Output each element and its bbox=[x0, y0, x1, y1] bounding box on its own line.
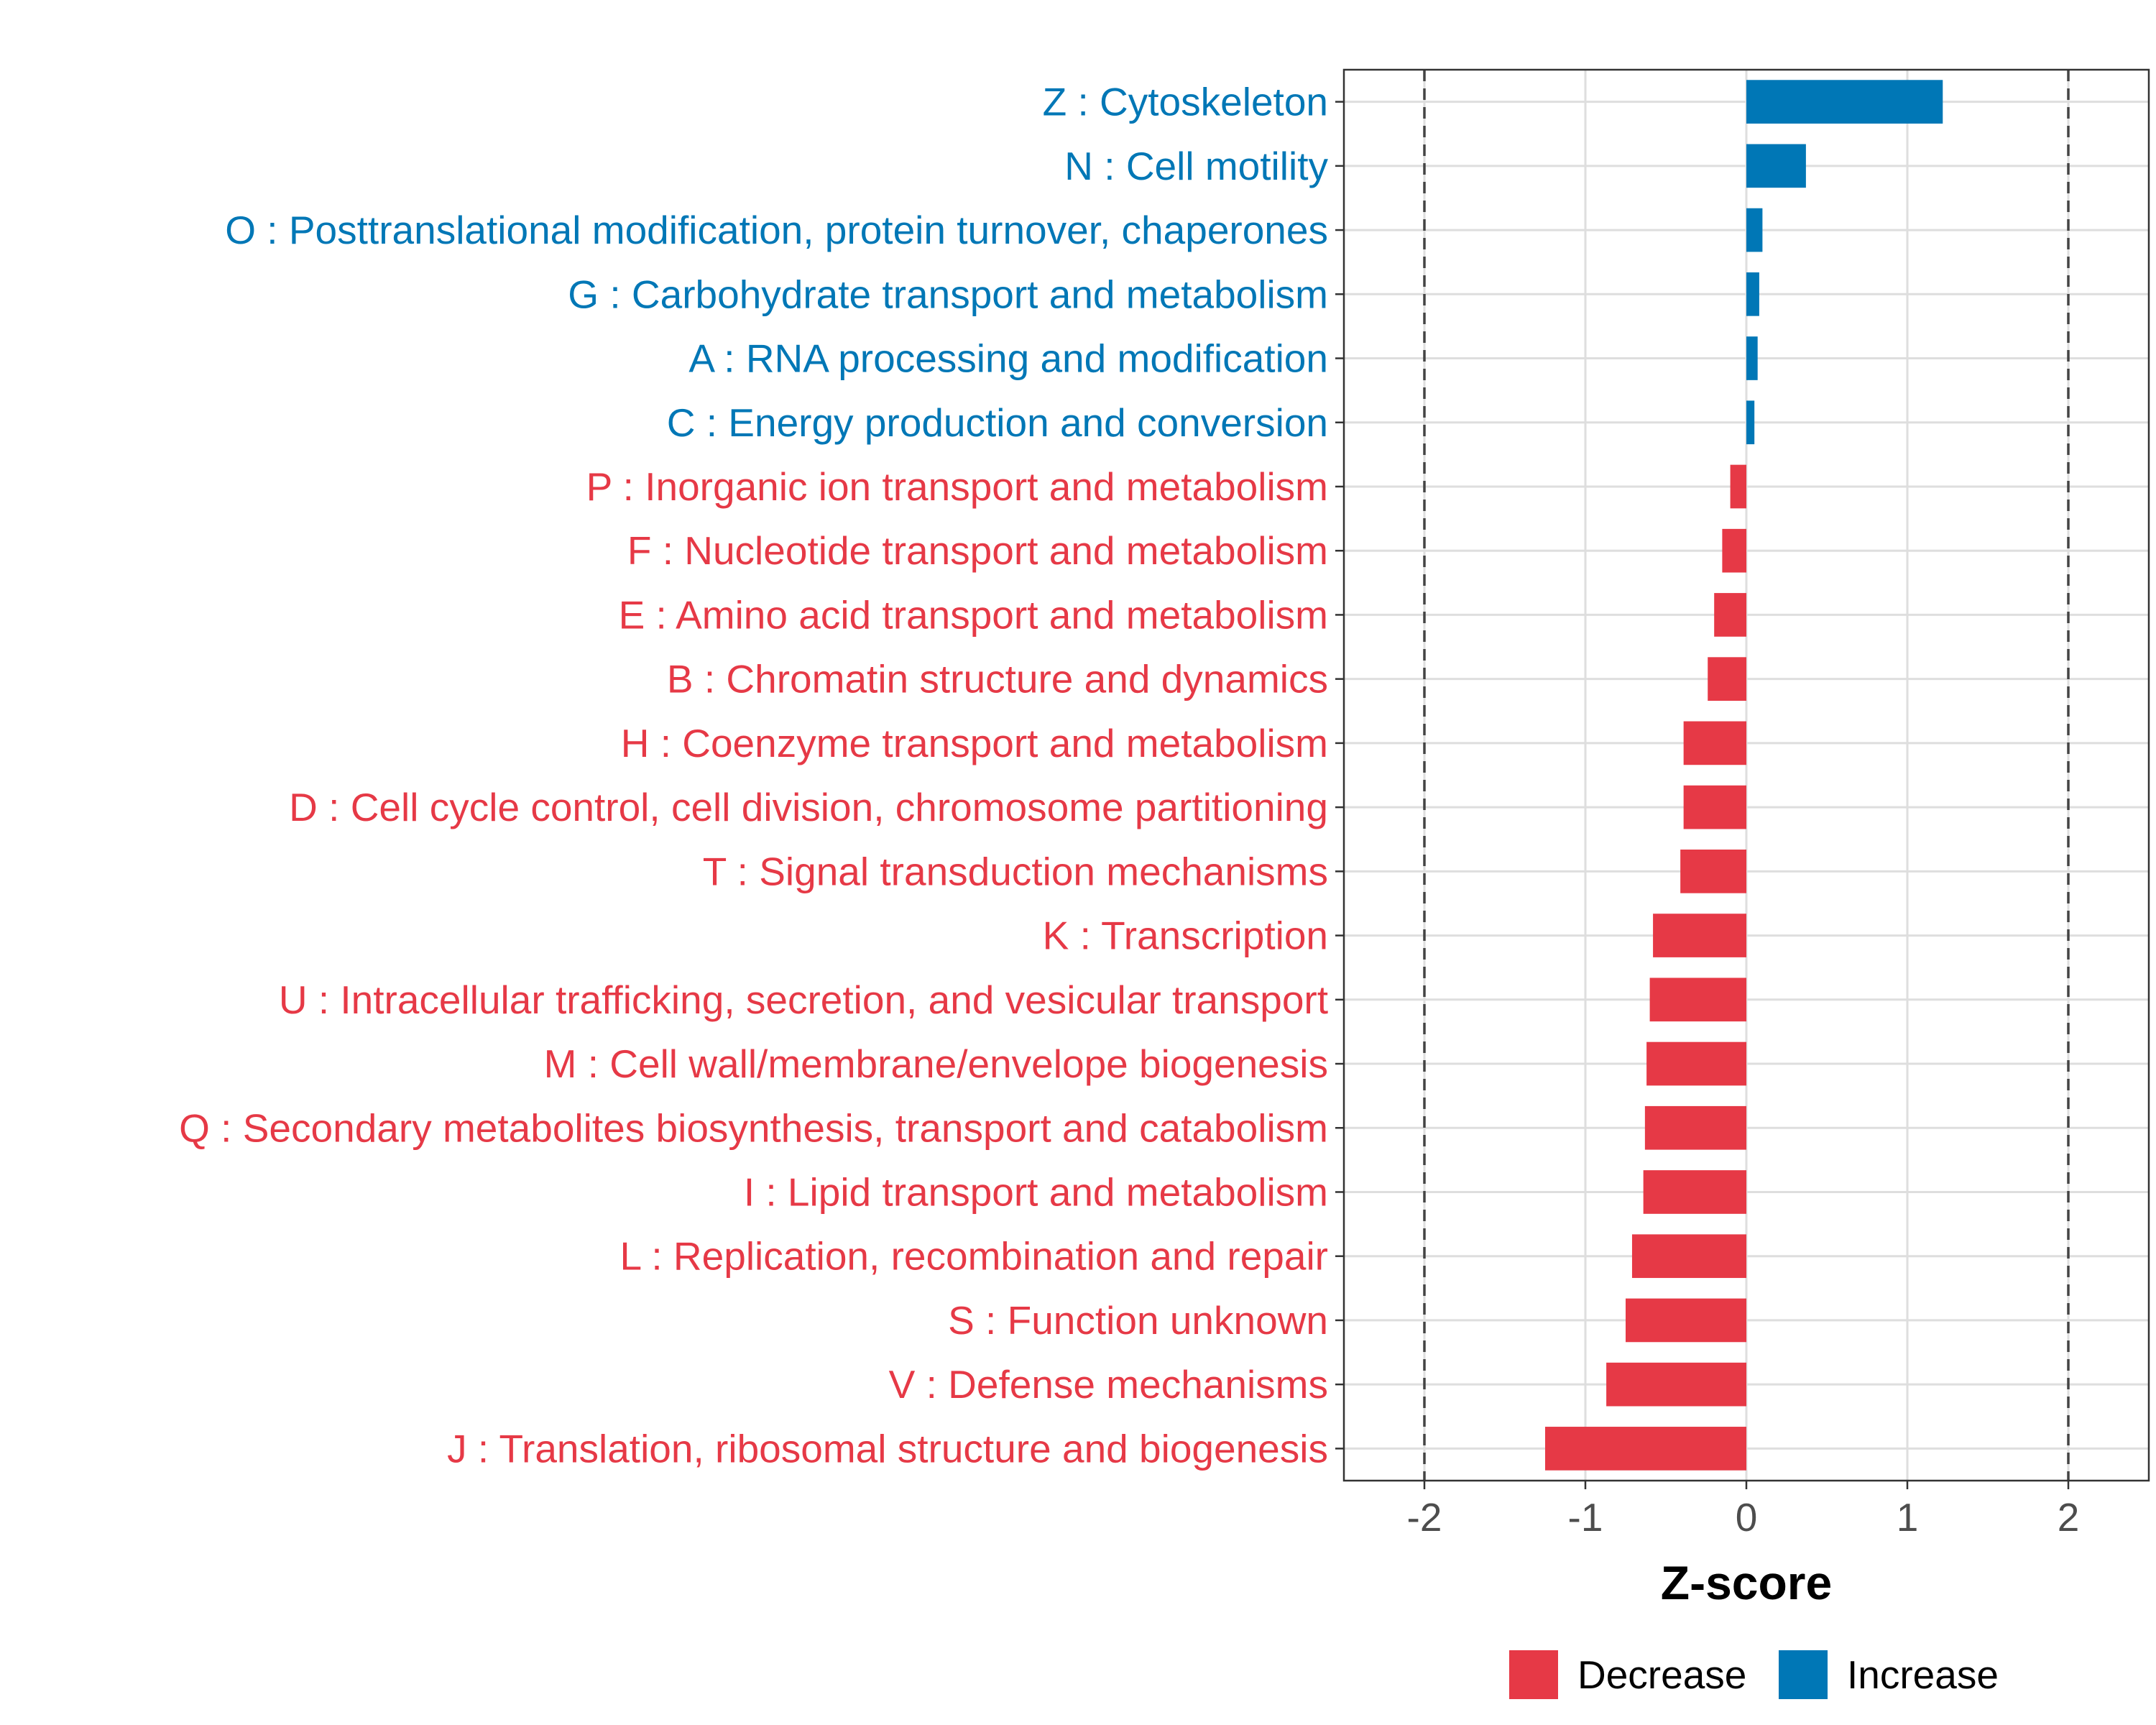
bar-8 bbox=[1714, 593, 1746, 637]
bar-11 bbox=[1683, 785, 1746, 829]
x-ticks: -2 -1 0 1 2 bbox=[1407, 1481, 2080, 1540]
category-label-18: L : Replication, recombination and repai… bbox=[620, 1234, 1328, 1279]
category-label-10: H : Coenzyme transport and metabolism bbox=[621, 721, 1328, 765]
category-label-16: Q : Secondary metabolites biosynthesis, … bbox=[179, 1105, 1328, 1150]
category-label-13: K : Transcription bbox=[1043, 914, 1328, 958]
x-tick-label-3: 1 bbox=[1897, 1495, 1919, 1540]
bar-10 bbox=[1683, 721, 1746, 765]
category-label-12: T : Signal transduction mechanisms bbox=[703, 849, 1328, 893]
bars bbox=[1545, 80, 1943, 1471]
category-label-17: I : Lipid transport and metabolism bbox=[744, 1169, 1328, 1214]
category-label-0: Z : Cytoskeleton bbox=[1043, 80, 1328, 124]
bar-17 bbox=[1643, 1170, 1746, 1214]
bar-20 bbox=[1606, 1362, 1746, 1407]
bar-19 bbox=[1626, 1298, 1746, 1343]
bar-1 bbox=[1746, 144, 1806, 188]
bar-5 bbox=[1746, 400, 1755, 445]
category-label-6: P : Inorganic ion transport and metaboli… bbox=[586, 464, 1328, 509]
category-label-19: S : Function unknown bbox=[948, 1298, 1328, 1343]
legend: Decrease Increase bbox=[1509, 1650, 1999, 1699]
x-tick-label-0: -2 bbox=[1407, 1495, 1442, 1540]
x-axis-title: Z-score bbox=[1661, 1556, 1832, 1609]
bar-3 bbox=[1746, 272, 1759, 316]
category-label-15: M : Cell wall/membrane/envelope biogenes… bbox=[544, 1041, 1328, 1086]
legend-key-decrease bbox=[1509, 1650, 1558, 1699]
bar-14 bbox=[1649, 978, 1746, 1022]
bar-15 bbox=[1646, 1041, 1746, 1086]
bar-2 bbox=[1746, 208, 1763, 252]
category-labels: Z : Cytoskeleton N : Cell motility O : Pos… bbox=[179, 80, 1328, 1471]
category-label-20: V : Defense mechanisms bbox=[889, 1362, 1328, 1407]
category-label-7: F : Nucleotide transport and metabolism bbox=[627, 528, 1328, 573]
category-label-9: B : Chromatin structure and dynamics bbox=[667, 657, 1328, 702]
bar-0 bbox=[1746, 80, 1943, 124]
category-label-14: U : Intracellular trafficking, secretion… bbox=[279, 978, 1328, 1022]
legend-label-decrease: Decrease bbox=[1577, 1652, 1746, 1697]
x-tick-label-1: -1 bbox=[1568, 1495, 1603, 1540]
y-ticks bbox=[1335, 101, 1344, 1450]
bar-7 bbox=[1722, 528, 1746, 573]
legend-key-increase bbox=[1779, 1650, 1828, 1699]
bar-6 bbox=[1730, 464, 1746, 509]
bar-21 bbox=[1545, 1427, 1746, 1471]
bar-13 bbox=[1653, 914, 1746, 957]
category-label-2: O : Posttranslational modification, prot… bbox=[225, 208, 1328, 252]
bar-4 bbox=[1746, 336, 1758, 380]
category-label-21: J : Translation, ribosomal structure and… bbox=[447, 1426, 1328, 1471]
bar-16 bbox=[1644, 1105, 1746, 1150]
x-tick-label-2: 0 bbox=[1736, 1495, 1758, 1540]
legend-label-increase: Increase bbox=[1847, 1652, 1999, 1697]
x-tick-label-4: 2 bbox=[2058, 1495, 2080, 1540]
category-label-4: A : RNA processing and modification bbox=[688, 336, 1328, 381]
category-label-11: D : Cell cycle control, cell division, c… bbox=[289, 785, 1328, 829]
category-label-5: C : Energy production and conversion bbox=[667, 400, 1328, 445]
bar-9 bbox=[1708, 657, 1746, 701]
reference-lines bbox=[1423, 70, 2070, 1481]
bar-18 bbox=[1631, 1234, 1746, 1279]
category-label-3: G : Carbohydrate transport and metabolis… bbox=[568, 272, 1328, 316]
category-label-1: N : Cell motility bbox=[1064, 144, 1328, 188]
bar-12 bbox=[1680, 850, 1746, 893]
category-label-8: E : Amino acid transport and metabolism bbox=[619, 592, 1328, 637]
